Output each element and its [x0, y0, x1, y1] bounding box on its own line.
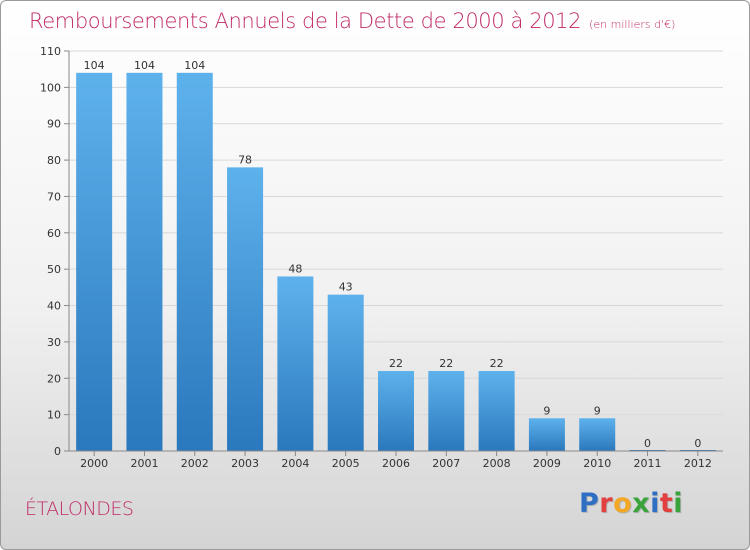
bar-value-label: 22	[490, 357, 504, 370]
bar	[76, 72, 113, 452]
bar-value-label: 104	[134, 59, 155, 72]
bar-value-label: 0	[694, 437, 701, 450]
bar-value-label: 104	[84, 59, 105, 72]
bar-value-label: 78	[238, 153, 252, 166]
x-tick-label: 2001	[130, 457, 158, 470]
bar-value-label: 9	[594, 404, 601, 417]
bar-value-label: 22	[389, 357, 403, 370]
chart-title-text: Remboursements Annuels de la Dette de 20…	[29, 9, 582, 33]
logo-letter: o	[613, 488, 633, 519]
x-tick-label: 2000	[80, 457, 108, 470]
logo-letter: x	[632, 488, 651, 519]
location-name: ÉTALONDES	[25, 498, 134, 520]
bar-value-label: 9	[543, 404, 550, 417]
y-tick-label: 50	[47, 263, 61, 276]
y-tick-label: 110	[40, 45, 61, 58]
y-tick-label: 70	[47, 190, 61, 203]
bar	[378, 371, 414, 451]
x-tick-label: 2007	[432, 457, 460, 470]
bar	[579, 418, 616, 451]
bar-value-label: 48	[288, 262, 302, 275]
x-tick-label: 2003	[231, 457, 259, 470]
proxiti-logo[interactable]: Proxiti	[579, 488, 683, 519]
x-tick-label: 2006	[382, 457, 410, 470]
y-tick-label: 40	[47, 300, 61, 313]
y-tick-label: 60	[47, 227, 61, 240]
bar	[227, 167, 264, 451]
bar-value-label: 0	[644, 437, 651, 450]
x-tick-label: 2011	[634, 457, 662, 470]
bar	[126, 72, 163, 452]
chart-subtitle: (en milliers d'€)	[589, 18, 676, 31]
logo-letter: P	[579, 488, 600, 519]
x-tick-label: 2012	[684, 457, 712, 470]
x-axis: 2000 2001 2002 2003 2004 2005 2006 2007 2008 2009…	[69, 450, 723, 470]
chart-title: Remboursements Annuels de la Dette de 20…	[29, 9, 675, 33]
y-tick-label: 30	[47, 336, 61, 349]
x-tick-label: 2004	[281, 457, 309, 470]
y-tick-label: 20	[47, 372, 61, 385]
x-tick-label: 2009	[533, 457, 561, 470]
bar	[327, 294, 364, 451]
x-tick-label: 2010	[583, 457, 611, 470]
bar	[277, 276, 314, 451]
logo-letter: t	[659, 488, 674, 519]
x-tick-label: 2002	[181, 457, 209, 470]
logo-letter: r	[599, 488, 614, 519]
y-tick-label: 90	[47, 118, 61, 131]
bar-value-label: 104	[184, 59, 205, 72]
y-tick-label: 10	[47, 409, 61, 422]
y-axis: 0 10 20 30 40 50 60 70 80 90 100 110	[40, 45, 70, 458]
bar	[528, 418, 565, 451]
bar	[478, 371, 515, 451]
bars: 104 104 104 78 48 43 22 22 22 9 9 0 0	[76, 59, 716, 452]
x-tick-label: 2008	[483, 457, 511, 470]
bar-value-label: 43	[339, 281, 353, 294]
y-tick-label: 0	[54, 445, 61, 458]
bar	[176, 72, 213, 452]
y-tick-label: 80	[47, 154, 61, 167]
logo-letter: i	[650, 488, 660, 519]
bar-value-label: 22	[439, 357, 453, 370]
bar	[428, 371, 465, 451]
logo-letter: i	[673, 488, 684, 519]
y-tick-label: 100	[40, 81, 61, 94]
x-tick-label: 2005	[332, 457, 360, 470]
